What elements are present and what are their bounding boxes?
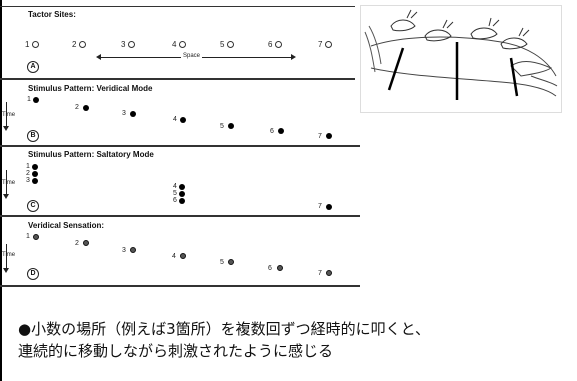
panel-b-time-arrow xyxy=(3,126,9,131)
site-4: 4 xyxy=(172,40,187,49)
panel-b-dot-4 xyxy=(180,117,186,123)
panel-b-label-4: 4 xyxy=(173,116,177,123)
space-arrow-right xyxy=(291,54,296,60)
panel-b-label-5: 5 xyxy=(220,123,224,130)
panel-d-time-arrow xyxy=(3,268,9,273)
panel-d-label-2: 2 xyxy=(75,240,79,247)
panel-c-label-1: 1 xyxy=(26,163,30,170)
site-6: 6 xyxy=(268,40,283,49)
panel-b-label-7: 7 xyxy=(318,133,322,140)
panel-c-dot-7 xyxy=(326,204,332,210)
panel-a-top-rule xyxy=(0,6,355,7)
panel-b-time-label: Time xyxy=(2,112,16,118)
panel-b-label-3: 3 xyxy=(122,110,126,117)
panel-c-title: Stimulus Pattern: Saltatory Mode xyxy=(28,150,154,159)
panel-d-dot-1 xyxy=(33,234,39,240)
panel-c-time-line xyxy=(6,170,7,194)
site-2: 2 xyxy=(72,40,87,49)
panel-d-dot-5 xyxy=(228,259,234,265)
panel-d-label-7: 7 xyxy=(318,270,322,277)
site-1: 1 xyxy=(25,40,40,49)
panel-b-dot-1 xyxy=(33,97,39,103)
panel-c-dot-2 xyxy=(32,171,38,177)
panel-c-dot-4 xyxy=(179,184,185,190)
panel-d-label-6: 6 xyxy=(268,265,272,272)
panel-d-dot-2 xyxy=(83,240,89,246)
panel-c-dot-3 xyxy=(32,178,38,184)
panel-c-time-arrow xyxy=(3,194,9,199)
site-7: 7 xyxy=(318,40,333,49)
arm-rabbit-illustration xyxy=(360,5,562,113)
panel-b-letter: B xyxy=(27,130,39,142)
panel-d-time-label: Time xyxy=(2,252,16,258)
panel-d-label-4: 4 xyxy=(172,253,176,260)
panel-d-dot-3 xyxy=(130,247,136,253)
panel-b-dot-6 xyxy=(278,128,284,134)
caption-line-1: ●小数の場所（例えば3箇所）を複数回ずつ経時的に叩くと、 xyxy=(18,320,431,338)
panel-a-letter: A xyxy=(27,61,39,73)
site-3: 3 xyxy=(121,40,136,49)
panel-c-label-7: 7 xyxy=(318,203,322,210)
panel-c-dot-5 xyxy=(179,191,185,197)
panel-d-dot-6 xyxy=(277,265,283,271)
caption: ●小数の場所（例えば3箇所）を複数回ずつ経時的に叩くと、 連続的に移動しながら刺… xyxy=(18,318,518,362)
panel-d-label-3: 3 xyxy=(122,247,126,254)
panel-d-time-line xyxy=(6,244,7,268)
panel-c-label-6: 6 xyxy=(173,197,177,204)
panel-c-label-4: 4 xyxy=(173,183,177,190)
panel-b-dot-5 xyxy=(228,123,234,129)
space-arrow-left xyxy=(96,54,101,60)
caption-line-2: 連続的に移動しながら刺激されたように感じる xyxy=(18,342,334,360)
panel-a-title: Tactor Sites: xyxy=(28,10,76,19)
panel-b-label-2: 2 xyxy=(75,104,79,111)
panel-c-dot-1 xyxy=(32,164,38,170)
panel-b-dot-2 xyxy=(83,105,89,111)
panel-b-title: Stimulus Pattern: Veridical Mode xyxy=(28,84,153,93)
site-5: 5 xyxy=(220,40,235,49)
panel-d-bottom-rule xyxy=(0,285,360,287)
panel-d-letter: D xyxy=(27,268,39,280)
panel-b-time-line xyxy=(6,102,7,126)
panel-d-label-1: 1 xyxy=(26,233,30,240)
panel-c-bottom-rule xyxy=(0,215,360,217)
panel-b-dot-7 xyxy=(326,133,332,139)
panel-c-dot-6 xyxy=(179,198,185,204)
space-label: Space xyxy=(181,53,203,59)
panel-d-dot-4 xyxy=(180,253,186,259)
panel-c-label-5: 5 xyxy=(173,190,177,197)
arm-rabbit-drawing xyxy=(364,9,558,100)
panel-a-bottom-rule xyxy=(0,78,355,80)
panel-c-label-2: 2 xyxy=(26,170,30,177)
panel-b-dot-3 xyxy=(130,111,136,117)
panel-b-label-1: 1 xyxy=(27,96,31,103)
panel-d-title: Veridical Sensation: xyxy=(28,221,105,230)
panel-b-label-6: 6 xyxy=(270,128,274,135)
panel-c-time-label: Time xyxy=(2,180,16,186)
panel-c-label-3: 3 xyxy=(26,177,30,184)
panel-c-letter: C xyxy=(27,200,39,212)
panel-d-dot-7 xyxy=(326,270,332,276)
panel-d-label-5: 5 xyxy=(220,259,224,266)
left-frame-line xyxy=(0,0,2,381)
panel-b-bottom-rule xyxy=(0,145,360,147)
